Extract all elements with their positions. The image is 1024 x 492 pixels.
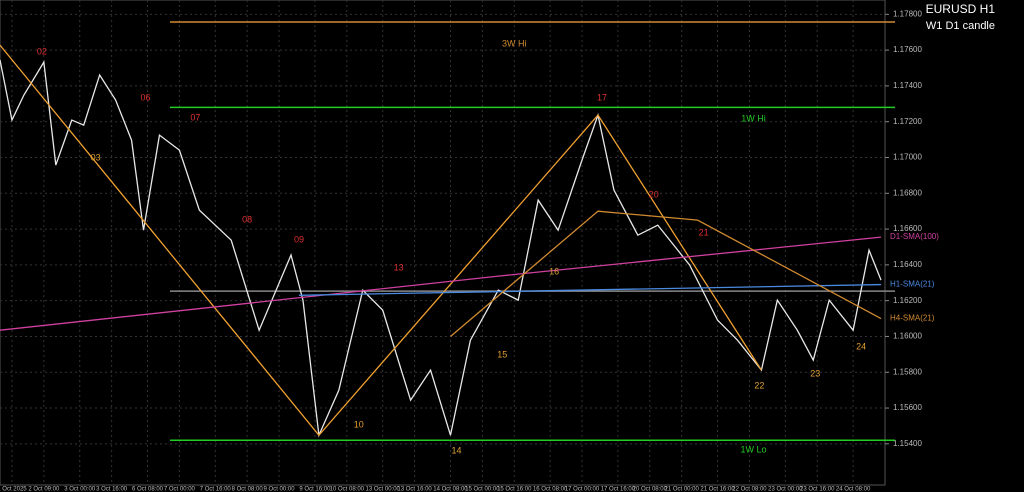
y-tick-label: 1.16600 [893,224,922,233]
x-tick-label: 17 Oct 00:00 [565,487,600,492]
annotation: 24 [856,342,866,352]
x-tick-label: 10 Oct 08:00 [330,487,365,492]
annotation: 15 [497,349,507,359]
y-tick-label: 1.16800 [893,188,922,197]
legend-label: D1-SMA(100) [890,232,939,241]
chart-subtitle: W1 D1 candle [926,20,995,32]
annotation: 07 [190,112,200,122]
y-tick-label: 1.17400 [893,81,922,90]
annotation: 3W Hi [502,38,527,48]
y-tick-label: 1.16400 [893,260,922,269]
y-tick-label: 1.16000 [893,332,922,341]
annotation: 17 [597,92,607,102]
y-tick-label: 1.17000 [893,153,922,162]
x-tick-label: 17 Oct 16:00 [601,487,636,492]
y-tick-label: 1.17200 [893,117,922,126]
annotation: 13 [394,262,404,272]
price-line [0,236,882,331]
x-tick-label: 6 Oct 08:00 [132,487,164,492]
annotation: 21 [699,228,709,238]
y-tick-label: 1.16200 [893,296,922,305]
annotation: 10 [354,420,364,430]
x-tick-label: 3 Oct 00:00 [64,487,96,492]
x-tick-label: 24 Oct 08:00 [836,487,871,492]
x-tick-label: 2 Oct 09:00 [28,487,60,492]
legend-label: H1-SMA(21) [890,280,935,289]
price-line [0,59,882,438]
x-tick-label: 22 Oct 08:00 [732,487,767,492]
annotation: 03 [91,152,101,162]
chart-title: EURUSD H1 [926,2,996,16]
annotation: 14 [451,446,461,456]
x-tick-label: 21 Oct 16:00 [700,487,735,492]
annotation: 23 [810,369,820,379]
legend-label: H4-SMA(21) [890,314,935,323]
x-tick-label: 20 Oct 08:00 [633,487,668,492]
x-tick-label: 23 Oct 16:00 [800,487,835,492]
price-line [298,283,882,296]
annotation: 08 [242,215,252,225]
x-tick-label: 14 Oct 08:00 [433,487,468,492]
x-tick-label: 7 Oct 00:00 [164,487,196,492]
y-tick-label: 1.17600 [893,45,922,54]
annotation: 20 [649,189,659,199]
x-tick-label: 23 Oct 00:00 [768,487,803,492]
annotation: 09 [294,235,304,245]
annotation: 02 [37,46,47,56]
x-tick-label: 7 Oct 16:00 [200,487,232,492]
annotation: 1W Hi [741,113,766,123]
price-line [0,44,762,437]
x-tick-label: 9 Oct 00:00 [264,487,296,492]
x-tick-label: 13 Oct 00:00 [366,487,401,492]
x-tick-label: 9 Oct 16:00 [299,487,331,492]
annotation: 22 [754,381,764,391]
x-tick-label: 21 Oct 00:00 [665,487,700,492]
x-tick-label: 15 Oct 00:00 [465,487,500,492]
annotation: 1W Lo [740,444,766,454]
x-tick-label: 3 Oct 16:00 [96,487,128,492]
x-tick-label: 8 Oct 08:00 [232,487,264,492]
plot-frame [0,0,886,486]
x-tick-label: 1 Oct 2025 [0,487,27,492]
y-tick-label: 1.15800 [893,367,922,376]
annotation: 06 [140,92,150,102]
price-line [450,210,882,337]
annotation: 16 [549,266,559,276]
x-tick-label: 16 Oct 08:00 [533,487,568,492]
y-tick-label: 1.15400 [893,439,922,448]
x-tick-label: 13 Oct 16:00 [397,487,432,492]
y-tick-label: 1.17800 [893,9,922,18]
y-tick-label: 1.15600 [893,403,922,412]
x-tick-label: 15 Oct 16:00 [497,487,532,492]
